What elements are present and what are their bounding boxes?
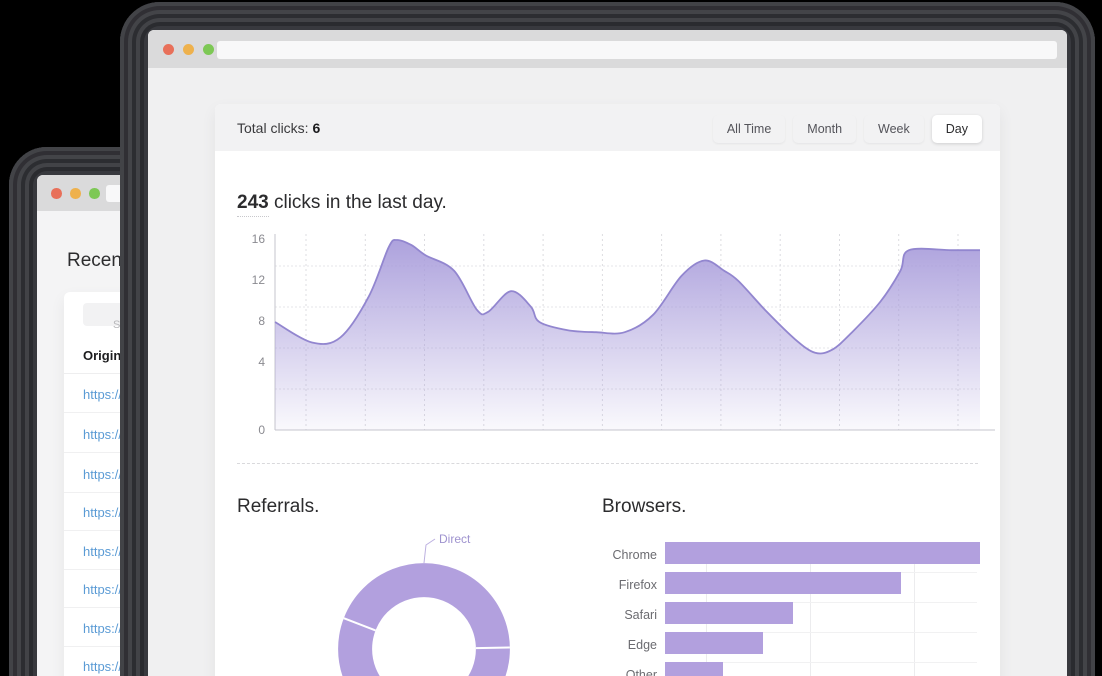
svg-text:4: 4 — [258, 355, 265, 369]
svg-text:Direct: Direct — [439, 532, 471, 546]
svg-text:16: 16 — [252, 234, 266, 246]
svg-text:0: 0 — [258, 423, 265, 434]
svg-text:8: 8 — [258, 314, 265, 328]
svg-text:12: 12 — [252, 273, 266, 287]
